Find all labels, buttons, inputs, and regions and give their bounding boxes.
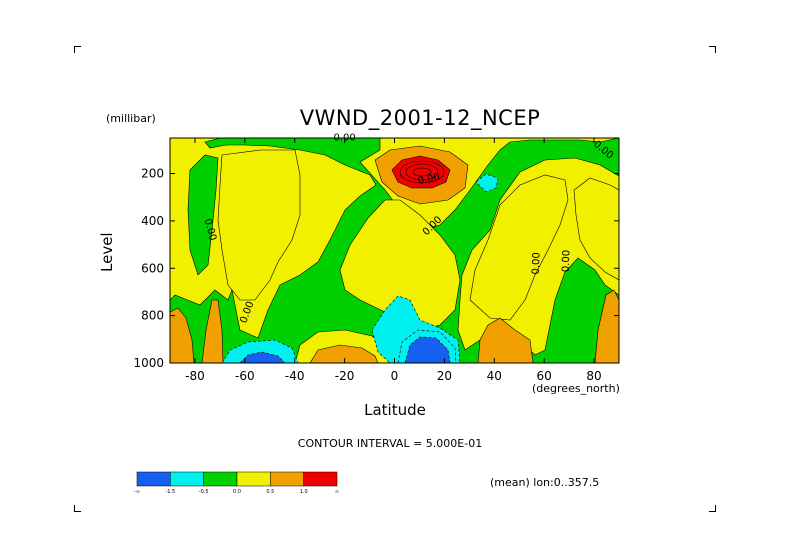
x-tick-label: -80 [185, 369, 205, 383]
x-tick-label: -20 [335, 369, 355, 383]
jet-contour-inner-1 [399, 160, 445, 184]
field-cyan-upper-small [475, 173, 499, 193]
y-tick-label: 800 [141, 309, 164, 323]
x-tick-label: 40 [487, 369, 502, 383]
field-yellow-lobe-far-right [573, 177, 619, 281]
y-axis-label: Level [98, 232, 116, 272]
colorbar-label: 0.0 [233, 489, 241, 495]
chart-title: VWND_2001-12_NCEP [299, 106, 541, 130]
colorbar-label: 0.5 [266, 489, 274, 495]
axis-layer: -80 -60 -40 -20 0 20 40 60 80 200 400 600 800 1000 [133, 138, 619, 383]
colorbar-swatch [236, 471, 271, 487]
field-yellow-lobe-right [469, 174, 569, 321]
colorbar-swatch [203, 471, 238, 487]
colorbar-swatch [270, 471, 304, 487]
x-tick-label: -40 [285, 369, 305, 383]
field-orange-bottom-left-2 [201, 299, 224, 363]
y-axis-unit: (millibar) [106, 112, 156, 125]
colorbar: -∞ -1.5 -0.5 0.0 0.5 1.0 ∞ [134, 471, 339, 495]
jet-contour-inner-3 [412, 167, 432, 177]
colorbar-label: -1.5 [165, 489, 175, 495]
contour-label: 0.00 [417, 172, 441, 187]
y-tick-label: 200 [141, 167, 164, 181]
x-tick-label: 80 [586, 369, 601, 383]
mean-longitude-note: (mean) lon:0..357.5 [490, 476, 600, 489]
field-green-strip-left [187, 154, 219, 276]
jet-contour-inner-2 [405, 163, 439, 181]
x-axis-label: Latitude [364, 401, 426, 419]
colorbar-label: -0.5 [199, 489, 209, 495]
contour-label: 0.00 [531, 252, 543, 275]
field-orange-far-right [594, 289, 619, 363]
x-tick-label: 0 [391, 369, 399, 383]
corner-mark-top-left [74, 46, 81, 53]
x-tick-label: -60 [235, 369, 255, 383]
colorbar-label: -∞ [134, 489, 140, 495]
field-blue-bottom-center [404, 336, 451, 363]
field-orange-bottom-left [170, 307, 195, 363]
corner-mark-bottom-right [709, 505, 716, 512]
x-axis-unit: (degrees_north) [532, 382, 620, 395]
colorbar-swatch [303, 471, 338, 487]
x-tick-label: 60 [537, 369, 552, 383]
y-tick-label: 1000 [133, 356, 164, 370]
y-tick-label: 600 [141, 261, 164, 275]
corner-mark-top-right [709, 46, 716, 53]
x-tick-label: 20 [437, 369, 452, 383]
y-tick-label: 400 [141, 214, 164, 228]
colorbar-swatch [136, 471, 171, 487]
field-orange-bottom-center [309, 344, 379, 363]
field-blue-bottom-left [239, 351, 286, 363]
corner-mark-bottom-left [74, 505, 81, 512]
contour-interval-note: CONTOUR INTERVAL = 5.000E-01 [297, 437, 483, 450]
contour-label: 0.00 [561, 250, 573, 273]
contour-dashed-bottom-center [397, 329, 457, 363]
colorbar-swatch [170, 471, 204, 487]
colorbar-label: ∞ [335, 489, 339, 495]
contour-fill-layer [170, 138, 619, 363]
field-yellow-lobe-upper-left [217, 149, 301, 301]
field-yellow-lobe-mid [339, 199, 461, 331]
colorbar-label: 1.0 [300, 489, 308, 495]
field-orange-bottom-right [477, 317, 534, 363]
